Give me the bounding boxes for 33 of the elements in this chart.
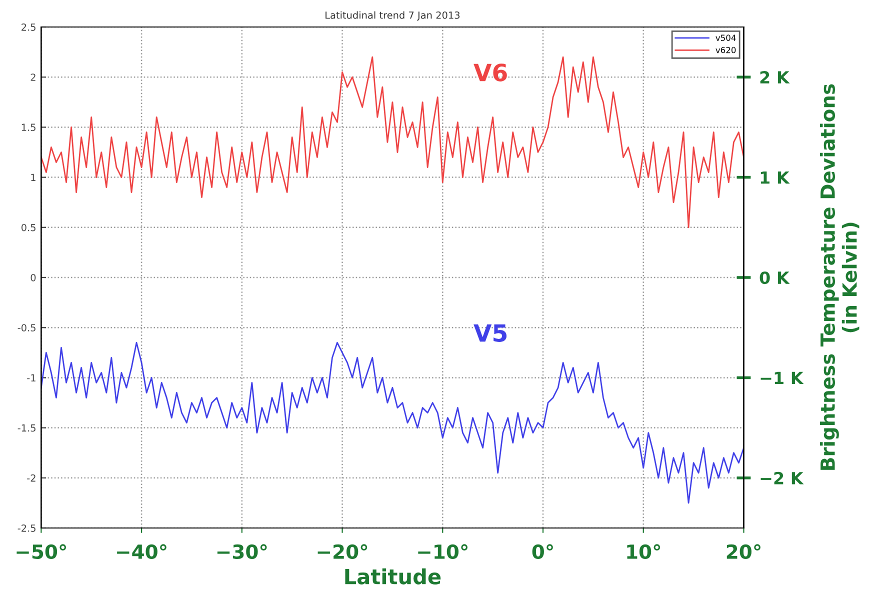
- line-series: [41, 342, 744, 504]
- annotation: V5: [474, 324, 507, 342]
- y2-tick-label: 0 K: [760, 271, 790, 284]
- x-axis-title: Latitude: [345, 568, 441, 584]
- y-tick-label: -1: [27, 374, 36, 382]
- line-series: [41, 56, 744, 228]
- annotation: V6: [474, 64, 507, 82]
- x-tick-label: −10°: [418, 544, 468, 560]
- y-tick-label: 0.5: [21, 224, 36, 232]
- x-tick-label: 0°: [532, 544, 553, 560]
- x-tick-label: −30°: [217, 544, 267, 560]
- x-tick-label: −50°: [16, 544, 66, 560]
- chart-title: Latitudinal trend 7 Jan 2013: [326, 11, 460, 21]
- y-tick-label: -0.5: [18, 324, 36, 332]
- y2-axis-title: Brightness Temperature Deviations (in Kelvin): [820, 84, 860, 470]
- y2-tick-label: 1 K: [760, 171, 790, 184]
- x-tick-label: −20°: [318, 544, 368, 560]
- x-tick-label: 10°: [627, 544, 660, 560]
- y-tick-label: 1.5: [22, 124, 36, 132]
- legend-label: v620: [716, 46, 736, 54]
- y-tick-label: 0: [30, 274, 36, 282]
- y-tick-label: 2: [30, 74, 36, 81]
- y-tick-label: -2.5: [18, 524, 36, 532]
- x-tick-label: 20°: [726, 544, 760, 560]
- y-tick-label: -2: [27, 474, 36, 482]
- y2-tick-label: 2 K: [760, 71, 790, 84]
- x-tick-label: −40°: [117, 544, 166, 560]
- y-tick-label: 1: [31, 174, 36, 181]
- legend-label: v504: [716, 34, 736, 41]
- y2-tick-label: −2 K: [760, 472, 804, 484]
- y-tick-label: 2.5: [22, 23, 36, 31]
- y2-tick-label: −1 K: [760, 372, 804, 384]
- y-tick-label: -1.5: [18, 424, 36, 432]
